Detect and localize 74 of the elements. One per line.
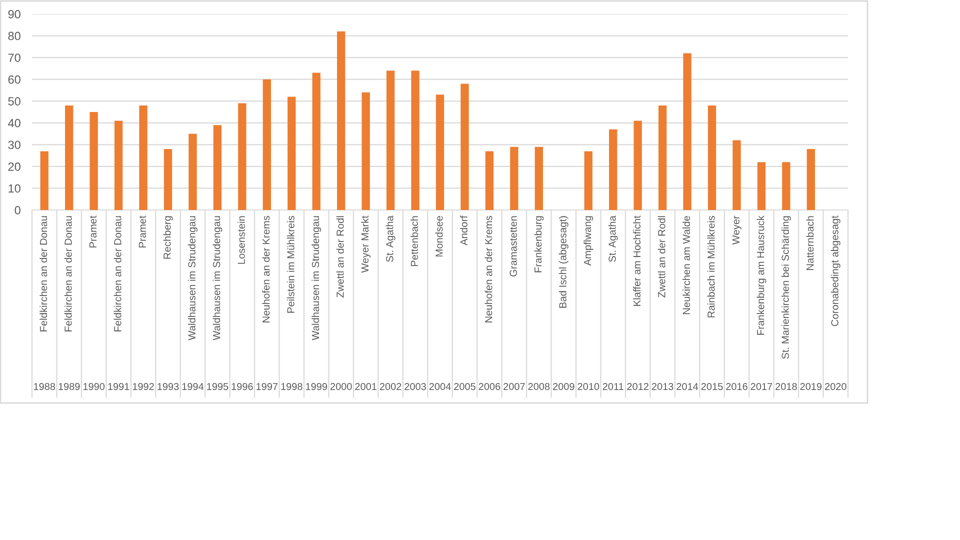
y-tick-label: 40 — [8, 118, 20, 128]
bar — [708, 105, 716, 210]
category-label: Waldhausen im Strudengau 1995 — [207, 216, 228, 390]
bar — [460, 84, 469, 210]
category-label: Bad Ischl (abgesagt) 2009 — [553, 216, 574, 390]
bar — [164, 149, 172, 210]
category-label: Neukirchen am Walde 2014 — [676, 216, 698, 390]
category-label: Natternbach 2019 — [800, 216, 822, 390]
y-tick-label: 90 — [8, 10, 20, 18]
bar — [510, 146, 518, 210]
bar — [40, 151, 48, 210]
bar — [732, 140, 741, 210]
category-label: Neuhofen an der Krems 1997 — [256, 216, 278, 390]
bar — [139, 105, 148, 210]
bar — [757, 162, 766, 210]
bar — [436, 94, 444, 210]
category-label: Weyer Markt 2001 — [355, 216, 376, 390]
category-label: Rainbach im Mühlkreis 2015 — [701, 216, 723, 390]
bar — [634, 120, 642, 210]
y-tick-label: 50 — [8, 97, 20, 106]
bar — [114, 120, 123, 210]
category-label: St. Agatha 2011 — [602, 216, 624, 390]
category-label: Rechberg 1993 — [158, 216, 179, 390]
bar — [213, 125, 222, 210]
bar — [485, 151, 494, 210]
bar — [609, 129, 618, 210]
bar — [188, 134, 197, 210]
bar — [534, 146, 543, 210]
category-label: Frankenburg am Hausruck 2017 — [750, 216, 772, 390]
bar — [90, 112, 98, 210]
category-label: Andorf 2005 — [454, 216, 476, 390]
category-label: St. Marienkirchen bei Schärding 2018 — [776, 216, 797, 390]
y-tick-label: 0 — [14, 206, 20, 214]
category-label: Feldkirchen an der Donau 1988 — [34, 216, 56, 390]
bar — [683, 53, 692, 210]
bar — [806, 149, 815, 210]
category-label: Zwettl an der Rodl 2000 — [330, 216, 352, 390]
category-label: Feldkirchen an der Donau 1991 — [108, 216, 130, 390]
category-label: Ampflwang 2010 — [578, 216, 600, 390]
category-label: Waldhausen im Strudengau 1999 — [306, 216, 328, 390]
bar — [782, 162, 790, 210]
category-label: Frankenburg 2008 — [528, 216, 550, 390]
bar — [584, 151, 592, 210]
bar — [262, 79, 271, 210]
category-label: Weyer 2016 — [726, 216, 748, 390]
category-label: Pramet 1992 — [132, 216, 154, 390]
category-label: Feldkirchen an der Donau 1989 — [58, 216, 80, 390]
bar — [362, 92, 370, 210]
category-label: Gramastetten 2007 — [504, 216, 525, 390]
y-tick-label: 70 — [8, 54, 20, 62]
category-label: Zwettl an der Rodl 2013 — [652, 216, 674, 390]
category-label: Mondsee 2004 — [429, 216, 451, 390]
y-tick-label: 60 — [8, 75, 20, 84]
y-tick-label: 80 — [8, 32, 20, 40]
y-tick-label: 20 — [8, 162, 20, 171]
category-label: Losenstein 1996 — [232, 216, 253, 390]
bar — [658, 105, 667, 210]
bar — [288, 96, 296, 210]
category-label: Neuhofen an der Krems 2006 — [478, 216, 500, 390]
bar — [386, 70, 395, 210]
bar — [65, 105, 74, 210]
category-label: Peilstein im Mühlkreis 1998 — [281, 216, 302, 390]
category-label: Waldhausen im Strudengau 1994 — [182, 216, 204, 390]
bar — [337, 31, 346, 210]
y-tick-label: 10 — [8, 184, 20, 193]
category-label: Coronabedingt abgesagt 2020 — [825, 216, 846, 390]
bar — [312, 72, 320, 210]
bar — [411, 70, 420, 210]
category-label: Pettenbach 2003 — [404, 216, 426, 390]
y-tick-label: 30 — [8, 140, 20, 150]
category-label: St. Agatha 2002 — [380, 216, 402, 390]
category-label: Klaffer am Hochficht 2012 — [627, 216, 648, 390]
bar — [238, 103, 246, 210]
category-label: Pramet 1990 — [83, 216, 105, 390]
